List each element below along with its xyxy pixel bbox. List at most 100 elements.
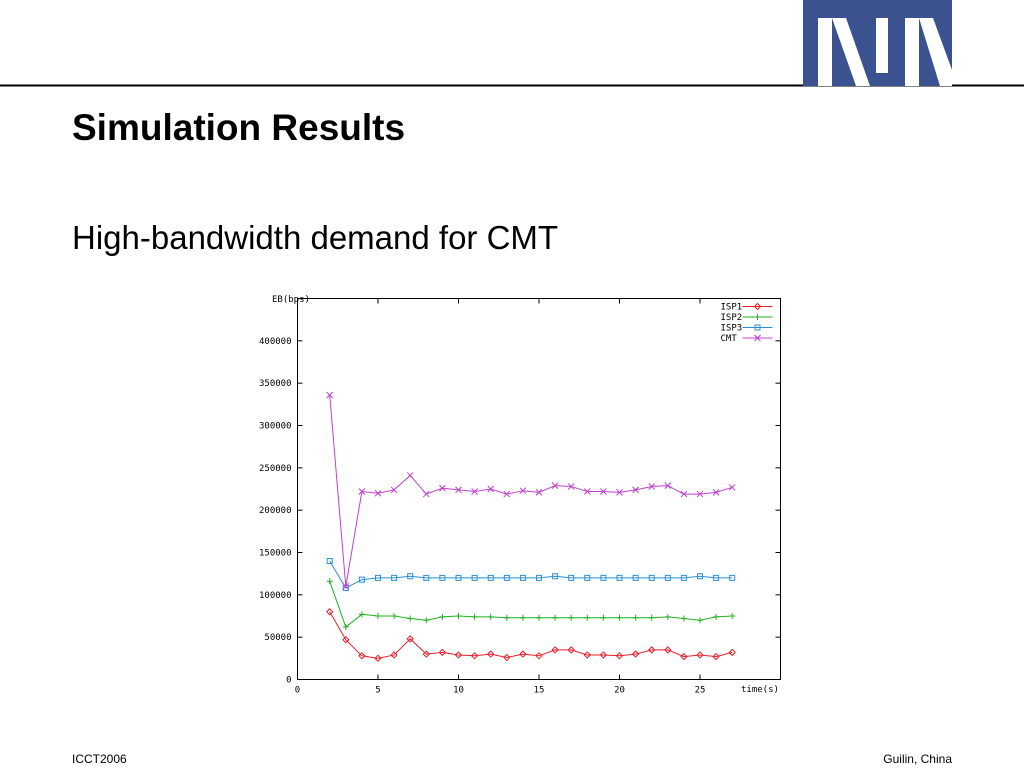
data-point bbox=[599, 651, 608, 659]
data-point bbox=[584, 574, 591, 581]
data-point bbox=[503, 653, 511, 662]
y-tick-label: 300000 bbox=[259, 422, 292, 432]
data-point bbox=[583, 488, 591, 495]
data-point bbox=[407, 573, 414, 580]
data-point bbox=[470, 652, 479, 660]
x-tick-label: 15 bbox=[534, 686, 545, 696]
data-point bbox=[503, 574, 510, 581]
data-point bbox=[616, 489, 623, 496]
data-point bbox=[342, 624, 349, 631]
data-point bbox=[358, 611, 365, 618]
data-point bbox=[728, 648, 736, 657]
data-point bbox=[697, 617, 703, 624]
data-point bbox=[454, 651, 463, 659]
data-point bbox=[729, 613, 736, 619]
data-point bbox=[664, 574, 671, 581]
y-tick-label: 150000 bbox=[259, 549, 292, 559]
data-point bbox=[600, 614, 607, 621]
data-point bbox=[616, 574, 623, 581]
data-point bbox=[615, 652, 624, 660]
data-point bbox=[648, 614, 655, 621]
data-point bbox=[632, 614, 639, 621]
y-tick-label: 100000 bbox=[259, 591, 292, 601]
data-point bbox=[600, 574, 607, 581]
data-point bbox=[567, 483, 575, 490]
data-point bbox=[648, 483, 656, 490]
data-point bbox=[374, 489, 382, 497]
legend-label: CMT bbox=[721, 334, 738, 344]
data-point bbox=[438, 648, 447, 657]
data-point bbox=[568, 574, 575, 581]
data-point bbox=[519, 650, 527, 658]
legend-label: ISP1 bbox=[721, 303, 743, 313]
slide-subtitle: High-bandwidth demand for CMT bbox=[72, 219, 558, 256]
data-point bbox=[455, 613, 462, 619]
data-point bbox=[713, 613, 720, 620]
data-point bbox=[728, 483, 736, 491]
y-tick-label: 50000 bbox=[264, 633, 291, 643]
series-line bbox=[329, 560, 733, 589]
y-tick-label: 250000 bbox=[259, 464, 292, 474]
x-tick-label: 25 bbox=[695, 686, 706, 696]
data-point bbox=[487, 485, 495, 493]
data-point bbox=[325, 608, 334, 616]
data-point bbox=[680, 652, 688, 661]
data-point bbox=[712, 489, 720, 496]
data-point bbox=[455, 574, 462, 581]
data-point bbox=[439, 613, 446, 620]
data-point bbox=[697, 573, 703, 580]
data-point bbox=[568, 614, 575, 621]
data-point bbox=[358, 576, 365, 583]
data-point bbox=[536, 614, 542, 621]
data-point bbox=[439, 484, 446, 492]
slide-title: Simulation Results bbox=[72, 107, 405, 148]
data-point bbox=[406, 635, 414, 643]
data-point bbox=[423, 617, 430, 624]
data-point bbox=[680, 615, 687, 622]
data-point bbox=[664, 613, 671, 620]
data-point bbox=[680, 490, 688, 498]
data-point bbox=[358, 652, 366, 660]
data-point bbox=[422, 650, 431, 658]
data-point bbox=[391, 574, 398, 581]
data-point bbox=[632, 574, 639, 581]
series-line bbox=[329, 394, 733, 587]
data-point bbox=[342, 583, 350, 590]
data-point bbox=[423, 574, 430, 581]
footer-right: Guilin, China bbox=[883, 752, 952, 766]
data-point bbox=[455, 486, 462, 494]
data-point bbox=[551, 646, 559, 654]
data-point bbox=[536, 574, 542, 581]
data-point bbox=[647, 646, 656, 654]
x-axis-label: time(s) bbox=[741, 685, 779, 695]
data-point bbox=[631, 650, 640, 658]
x-tick-label: 5 bbox=[375, 686, 380, 696]
data-point bbox=[552, 573, 559, 580]
plot-frame bbox=[297, 298, 781, 680]
series-line bbox=[329, 611, 733, 659]
data-point bbox=[664, 646, 672, 654]
data-point bbox=[471, 613, 478, 620]
data-point bbox=[390, 486, 398, 494]
footer-left: ICCT2006 bbox=[72, 752, 127, 766]
data-point bbox=[375, 574, 381, 581]
x-tick-label: 10 bbox=[453, 686, 464, 696]
data-point bbox=[407, 615, 414, 622]
series-line bbox=[329, 581, 733, 628]
data-point bbox=[342, 635, 350, 644]
data-point bbox=[583, 651, 592, 659]
legend-marker bbox=[754, 324, 761, 331]
y-tick-label: 350000 bbox=[259, 379, 292, 389]
x-tick-label: 0 bbox=[295, 686, 300, 696]
data-point bbox=[406, 472, 414, 479]
legend-label: ISP2 bbox=[721, 313, 743, 323]
data-point bbox=[326, 578, 333, 585]
logo bbox=[803, 0, 952, 86]
data-point bbox=[600, 488, 607, 495]
data-point bbox=[519, 574, 526, 581]
data-point bbox=[487, 574, 494, 581]
data-point bbox=[391, 613, 398, 619]
legend-marker bbox=[753, 302, 762, 311]
data-point bbox=[680, 574, 687, 581]
